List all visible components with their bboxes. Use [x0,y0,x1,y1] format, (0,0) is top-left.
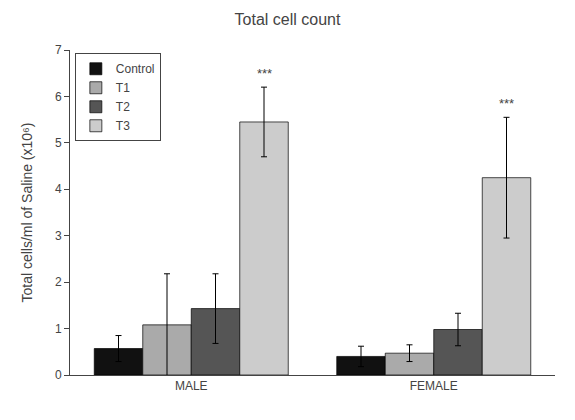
svg-text:6: 6 [55,90,62,104]
svg-text:T2: T2 [116,100,130,114]
svg-text:Total cell count: Total cell count [235,11,341,28]
svg-text:MALE: MALE [175,379,208,393]
svg-text:T1: T1 [116,81,130,95]
svg-text:5: 5 [55,136,62,150]
svg-text:***: *** [257,66,272,81]
svg-text:3: 3 [55,229,62,243]
svg-text:T3: T3 [116,119,130,133]
svg-text:Total cells/ml of Saline (x10⁶: Total cells/ml of Saline (x10⁶) [19,122,35,302]
svg-text:4: 4 [55,182,62,196]
svg-text:FEMALE: FEMALE [410,379,458,393]
svg-text:1: 1 [55,322,62,336]
svg-text:2: 2 [55,275,62,289]
svg-text:Control: Control [116,62,155,76]
svg-text:7: 7 [55,43,62,57]
svg-text:0: 0 [55,368,62,382]
svg-text:***: *** [499,96,514,111]
